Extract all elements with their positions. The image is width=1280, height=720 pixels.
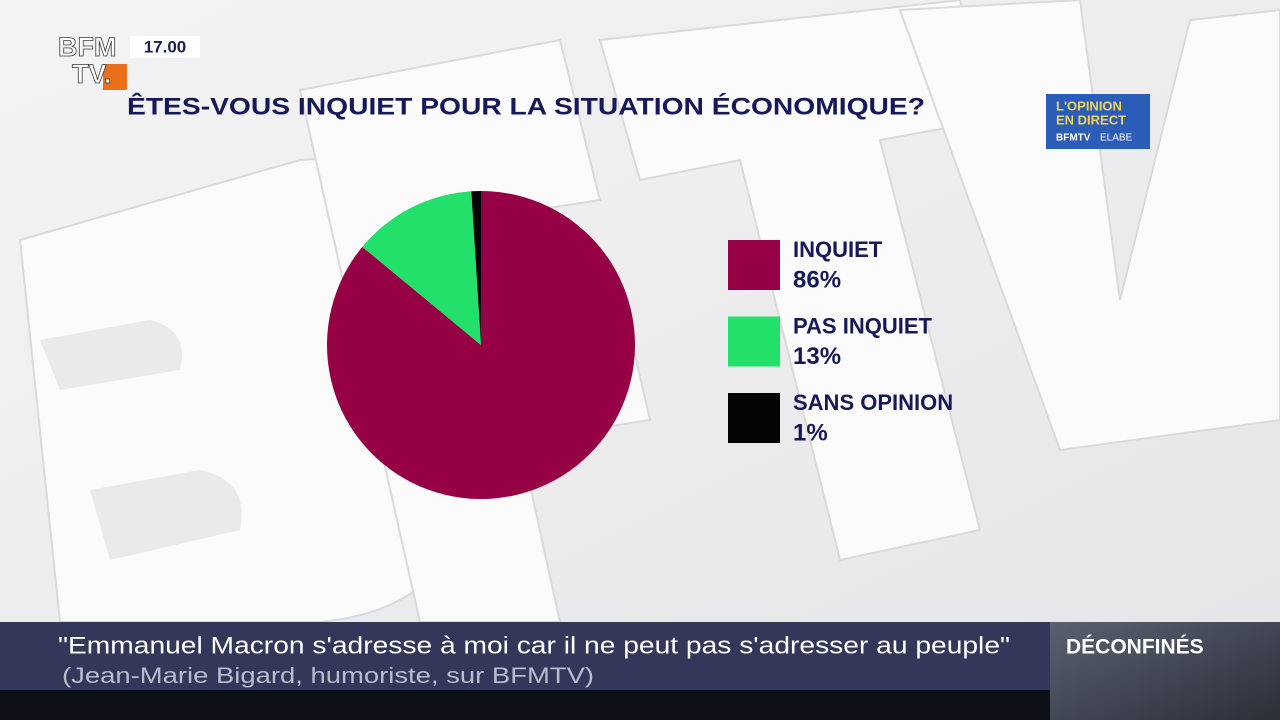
segment-thumbnail: [1050, 622, 1280, 720]
letter-holes: [40, 320, 242, 560]
logo-accent: [103, 64, 127, 90]
legend-label: SANS OPINION: [793, 390, 953, 415]
time: 17.00: [144, 37, 187, 56]
legend-swatch: [728, 240, 780, 290]
legend-value: 1%: [793, 419, 828, 446]
badge-text: BFMTV: [1056, 133, 1091, 144]
segment-title: DÉCONFINÉS: [1066, 636, 1204, 659]
legend-label: INQUIET: [793, 237, 883, 262]
ticker-attribution: (Jean-Marie Bigard, humoriste, sur BFMTV…: [62, 663, 594, 688]
time-box: [130, 36, 200, 58]
badge: [1046, 94, 1150, 149]
bottom-bar: [0, 690, 1050, 720]
pie-slice: [327, 191, 636, 499]
ticker: [0, 622, 1050, 690]
pie-slice: [362, 191, 481, 345]
legend-value: 86%: [793, 266, 841, 293]
logo-text: BFM: [58, 32, 116, 62]
pie-slice: [471, 191, 481, 345]
chart-title: ÊTES-VOUS INQUIET POUR LA SITUATION ÉCON…: [127, 92, 925, 120]
legend-swatch: [728, 393, 780, 443]
legend-label: PAS INQUIET: [793, 313, 933, 338]
badge-text: ELABE: [1100, 133, 1133, 144]
pie-chart: INQUIET 86% PAS INQUIET 13% SANS OPINION 1%: [327, 191, 953, 499]
badge-text: EN DIRECT: [1056, 112, 1126, 127]
badge-text: L'OPINION: [1056, 98, 1122, 113]
legend-swatch: [728, 316, 780, 367]
ticker-quote: "Emmanuel Macron s'adresse à moi car il …: [58, 632, 1010, 659]
legend-value: 13%: [793, 343, 841, 370]
logo-text: TV.: [72, 59, 112, 89]
